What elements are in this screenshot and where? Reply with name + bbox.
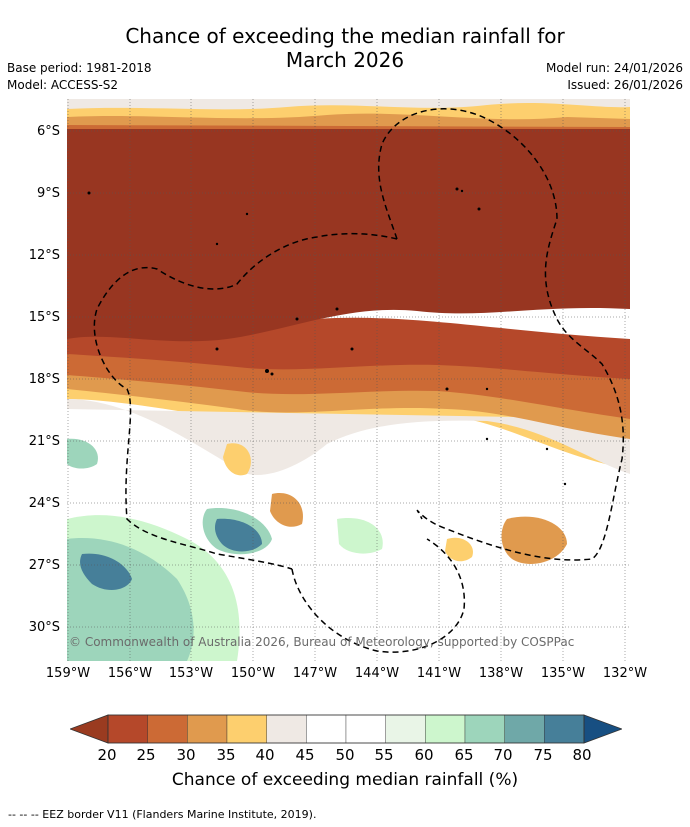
lat-label-21s: 21°S (28, 434, 60, 449)
eez-border-polynesia (378, 108, 625, 561)
lon-label-144w: 144°W (354, 666, 400, 681)
lat-label-18s: 18°S (28, 372, 60, 387)
colorbar-tick-50: 50 (335, 746, 355, 764)
colorbar-cell (266, 714, 307, 744)
colorbar-cell (425, 714, 466, 744)
zone-70-west (67, 438, 98, 469)
colorbar-tick-45: 45 (295, 746, 315, 764)
map-title-line1: Chance of exceeding the median rainfall … (125, 24, 565, 48)
map-title: Chance of exceeding the median rainfall … (0, 24, 690, 72)
map-title-line2: March 2026 (285, 48, 405, 72)
issued-date: Issued: 26/01/2026 (567, 78, 683, 92)
colorbar-tick-80: 80 (572, 746, 592, 764)
copyright-notice: © Commonwealth of Australia 2026, Bureau… (69, 635, 575, 649)
lon-label-156w: 156°W (107, 666, 153, 681)
colorbar-tick-40: 40 (255, 746, 275, 764)
eez-border-cook-west (93, 232, 398, 570)
zone-80-mid (214, 518, 262, 552)
lat-label-15s: 15°S (28, 310, 60, 325)
lat-label-9s: 9°S (36, 186, 60, 201)
colorbar-cell (544, 714, 585, 744)
zone-80-sw (80, 553, 132, 591)
model-run-date: Model run: 24/01/2026 (545, 61, 683, 75)
colorbar-cells (70, 714, 622, 744)
base-period: Base period: 1981-2018 (7, 61, 152, 75)
zone-65-center (337, 518, 383, 554)
lon-label-150w: 150°W (230, 666, 276, 681)
lat-label-12s: 12°S (28, 248, 60, 263)
eez-border-south (291, 538, 466, 653)
lat-label-30s: 30°S (28, 620, 60, 635)
colorbar-tick-25: 25 (136, 746, 156, 764)
zone-35-center (270, 493, 303, 527)
colorbar-frame (107, 714, 585, 744)
colorbar-cell (226, 714, 267, 744)
colorbar-tick-55: 55 (374, 746, 394, 764)
lat-label-27s: 27°S (28, 558, 60, 573)
colorbar (70, 714, 622, 744)
colorbar-tick-75: 75 (533, 746, 553, 764)
colorbar-tick-30: 30 (176, 746, 196, 764)
colorbar-extend-low (70, 714, 109, 744)
islands (87, 187, 567, 486)
colorbar-tick-60: 60 (414, 746, 434, 764)
lon-label-153w: 153°W (168, 666, 214, 681)
colorbar-tick-20: 20 (97, 746, 117, 764)
lon-label-132w: 132°W (602, 666, 648, 681)
colorbar-cell (504, 714, 545, 744)
colorbar-title: Chance of exceeding median rainfall (%) (171, 770, 519, 790)
colorbar-cell (147, 714, 188, 744)
colorbar-extend-high (583, 714, 622, 744)
lon-label-141w: 141°W (416, 666, 462, 681)
run-info: Model run: 24/01/2026 Issued: 26/01/2026 (546, 60, 683, 94)
eez-footnote: -- -- -- EEZ border V11 (Flanders Marine… (8, 808, 317, 821)
colorbar-cell (306, 714, 347, 744)
colorbar-tick-65: 65 (454, 746, 474, 764)
lon-label-147w: 147°W (292, 666, 338, 681)
colorbar-cell (385, 714, 426, 744)
model-info: Base period: 1981-2018 Model: ACCESS-S2 (7, 60, 152, 94)
colorbar-cell (345, 714, 386, 744)
lon-label-159w: 159°W (45, 666, 91, 681)
rainfall-map (67, 99, 630, 661)
graticule (67, 99, 630, 661)
lon-label-135w: 135°W (540, 666, 586, 681)
zone-40-se (445, 537, 473, 562)
lat-label-24s: 24°S (28, 496, 60, 511)
colorbar-cell (187, 714, 228, 744)
lat-label-6s: 6°S (36, 124, 60, 139)
zone-45-band (67, 399, 630, 475)
lon-label-138w: 138°W (478, 666, 524, 681)
model-name: Model: ACCESS-S2 (7, 78, 119, 92)
colorbar-tick-35: 35 (216, 746, 236, 764)
colorbar-cell (107, 714, 148, 744)
eez-borders (93, 108, 625, 653)
colorbar-cell (464, 714, 505, 744)
zone-40-center (223, 443, 251, 476)
map-panel: © Commonwealth of Australia 2026, Bureau… (67, 99, 630, 661)
colorbar-tick-70: 70 (493, 746, 513, 764)
